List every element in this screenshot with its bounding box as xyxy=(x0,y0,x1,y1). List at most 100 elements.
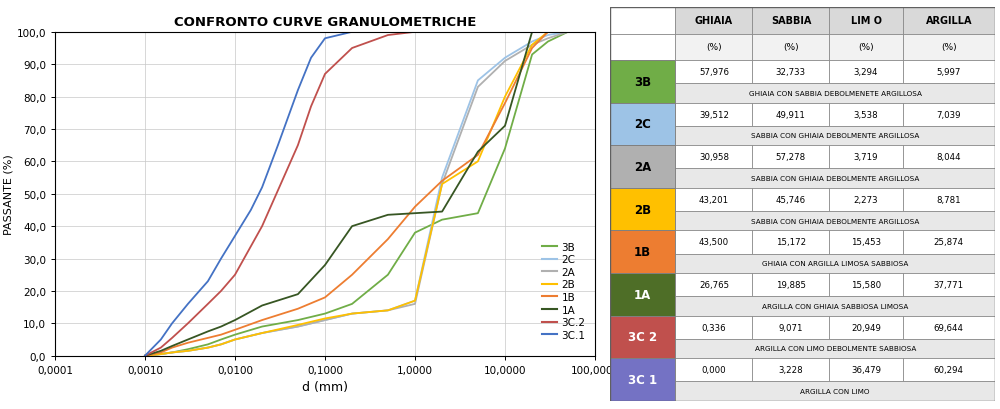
Line: 2B: 2B xyxy=(145,33,577,356)
Text: GHIAIA CON SABBIA DEBOLMENETE ARGILLOSA: GHIAIA CON SABBIA DEBOLMENETE ARGILLOSA xyxy=(749,91,922,97)
Bar xyxy=(610,103,675,146)
1B xyxy=(202,336,214,341)
Text: 1A: 1A xyxy=(634,288,651,301)
3C.2 xyxy=(305,105,317,110)
Text: 5,997: 5,997 xyxy=(937,68,961,77)
2B xyxy=(542,30,554,35)
3C.1 xyxy=(166,321,178,326)
3C.1 xyxy=(215,256,227,261)
3C.1 xyxy=(229,234,241,239)
Text: 39,512: 39,512 xyxy=(699,110,729,119)
Bar xyxy=(610,61,675,103)
Bar xyxy=(829,34,903,61)
1B xyxy=(139,353,151,358)
Text: 69,644: 69,644 xyxy=(934,323,964,332)
1A xyxy=(542,30,554,35)
Bar xyxy=(610,61,675,103)
1B xyxy=(346,272,358,277)
Bar xyxy=(610,231,675,273)
Bar xyxy=(610,146,675,188)
Line: 3C.1: 3C.1 xyxy=(145,33,478,356)
Text: 32,733: 32,733 xyxy=(776,68,806,77)
1A xyxy=(382,213,394,218)
2B xyxy=(562,30,574,35)
Bar xyxy=(675,84,995,103)
1B xyxy=(499,101,511,106)
Text: SABBIA CON GHIAIA DEBOLMENTE ARGILLOSA: SABBIA CON GHIAIA DEBOLMENTE ARGILLOSA xyxy=(751,175,919,182)
3B xyxy=(166,350,178,355)
Legend: 3B, 2C, 2A, 2B, 1B, 1A, 3C.2, 3C.1: 3B, 2C, 2A, 2B, 1B, 1A, 3C.2, 3C.1 xyxy=(538,238,590,344)
Bar xyxy=(829,316,903,339)
Text: 57,278: 57,278 xyxy=(776,153,806,162)
Text: SABBIA CON GHIAIA DEBOLMENTE ARGILLOSA: SABBIA CON GHIAIA DEBOLMENTE ARGILLOSA xyxy=(751,133,919,139)
Bar xyxy=(610,188,675,231)
Text: 2C: 2C xyxy=(634,118,651,131)
3C.2 xyxy=(526,30,538,35)
2C xyxy=(139,353,151,358)
2B xyxy=(571,30,583,35)
Bar xyxy=(675,103,752,126)
Bar xyxy=(903,8,995,34)
Text: 7,039: 7,039 xyxy=(937,110,961,119)
3C.2 xyxy=(256,224,268,229)
2B xyxy=(215,342,227,347)
1A xyxy=(256,303,268,308)
3B xyxy=(182,347,194,352)
Text: 36,479: 36,479 xyxy=(851,365,881,374)
3C.2 xyxy=(182,321,194,326)
3C.1 xyxy=(472,30,484,35)
Text: (%): (%) xyxy=(941,43,957,52)
Text: 2,273: 2,273 xyxy=(854,196,878,204)
2A xyxy=(571,30,583,35)
2B xyxy=(436,182,448,187)
3B xyxy=(571,30,583,35)
Text: 3C 1: 3C 1 xyxy=(628,373,657,386)
2B xyxy=(319,316,331,321)
3C.1 xyxy=(155,337,167,342)
Text: ARGILLA: ARGILLA xyxy=(926,16,972,26)
2C xyxy=(319,318,331,323)
Bar xyxy=(675,231,752,254)
2A xyxy=(319,318,331,323)
2B xyxy=(139,353,151,358)
Bar xyxy=(610,316,675,358)
Bar xyxy=(675,34,752,61)
Text: (%): (%) xyxy=(706,43,722,52)
2A xyxy=(139,353,151,358)
3C.2 xyxy=(202,302,214,307)
Line: 1A: 1A xyxy=(145,33,577,356)
Bar xyxy=(675,273,752,297)
Text: 9,071: 9,071 xyxy=(779,323,803,332)
2B xyxy=(256,331,268,336)
3B xyxy=(256,324,268,329)
3C.1 xyxy=(245,208,257,213)
3C.1 xyxy=(382,30,394,35)
Bar xyxy=(903,316,995,339)
3B xyxy=(139,353,151,358)
X-axis label: d (mm): d (mm) xyxy=(302,380,348,393)
Text: SABBIA: SABBIA xyxy=(771,16,811,26)
Bar xyxy=(610,8,675,34)
2A xyxy=(229,337,241,342)
2B xyxy=(346,311,358,316)
Bar xyxy=(829,61,903,84)
Bar xyxy=(752,231,829,254)
2C xyxy=(526,40,538,45)
1B xyxy=(436,179,448,184)
2C xyxy=(166,350,178,355)
Bar xyxy=(903,358,995,381)
Text: 8,781: 8,781 xyxy=(936,196,961,204)
1B xyxy=(215,333,227,337)
2C xyxy=(499,56,511,61)
2A xyxy=(436,182,448,187)
Line: 2C: 2C xyxy=(145,33,577,356)
1A xyxy=(571,30,583,35)
Bar xyxy=(610,146,675,188)
2A xyxy=(182,348,194,353)
1B xyxy=(542,30,554,35)
3B xyxy=(499,146,511,151)
3B xyxy=(346,302,358,307)
Bar xyxy=(675,254,995,273)
Text: 57,976: 57,976 xyxy=(699,68,729,77)
1B xyxy=(409,205,421,210)
